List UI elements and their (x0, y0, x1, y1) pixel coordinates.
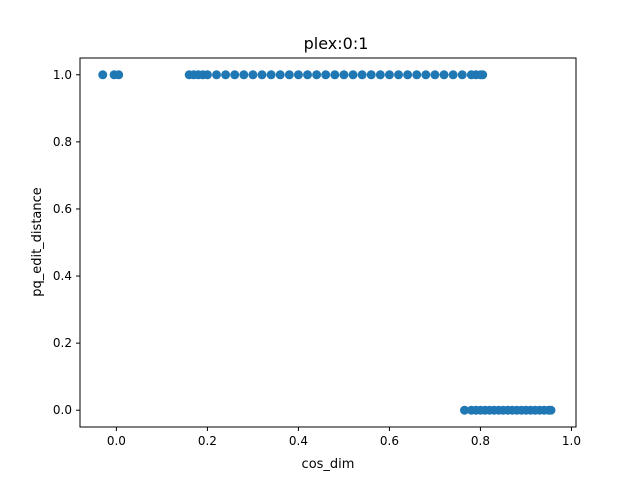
data-point (546, 405, 556, 415)
data-point (293, 70, 303, 80)
y-tick-label: 0.0 (53, 403, 72, 417)
data-point (303, 70, 313, 80)
x-axis-label: cos_dim (302, 457, 355, 472)
data-point (375, 70, 385, 80)
data-point (284, 70, 294, 80)
data-point (394, 70, 404, 80)
x-tick-label: 0.8 (471, 434, 490, 448)
data-point (421, 70, 431, 80)
data-point (239, 70, 249, 80)
data-point (212, 70, 222, 80)
data-point (457, 70, 467, 80)
data-point (248, 70, 258, 80)
y-axis-label: pq_edit_distance (30, 187, 45, 297)
data-point (339, 70, 349, 80)
data-point (321, 70, 331, 80)
data-points (98, 70, 556, 415)
data-point (230, 70, 240, 80)
y-tick-label: 1.0 (53, 68, 72, 82)
data-point (114, 70, 124, 80)
data-point (312, 70, 322, 80)
data-point (460, 405, 470, 415)
data-point (403, 70, 413, 80)
y-tick-label: 0.6 (53, 202, 72, 216)
data-point (430, 70, 440, 80)
data-point (98, 70, 108, 80)
x-tick-label: 0.4 (289, 434, 308, 448)
x-axis: 0.0 0.2 0.4 0.6 0.8 1.0 (107, 427, 581, 448)
y-axis: 0.0 0.2 0.4 0.6 0.8 1.0 (53, 68, 80, 417)
plot-frame (79, 57, 577, 428)
x-tick-label: 1.0 (562, 434, 581, 448)
y-tick-label: 0.4 (53, 269, 72, 283)
x-tick-label: 0.2 (198, 434, 217, 448)
y-tick-label: 0.8 (53, 135, 72, 149)
data-point (275, 70, 285, 80)
data-point (412, 70, 422, 80)
data-point (448, 70, 458, 80)
data-point (257, 70, 267, 80)
data-point (266, 70, 276, 80)
data-point (330, 70, 340, 80)
data-point (221, 70, 231, 80)
data-point (357, 70, 367, 80)
data-point (202, 70, 212, 80)
data-point (366, 70, 376, 80)
x-tick-label: 0.0 (107, 434, 126, 448)
data-point (478, 70, 488, 80)
chart-title: plex:0:1 (304, 34, 369, 53)
data-point (348, 70, 358, 80)
data-point (384, 70, 394, 80)
x-tick-label: 0.6 (380, 434, 399, 448)
y-tick-label: 0.2 (53, 336, 72, 350)
data-point (439, 70, 449, 80)
